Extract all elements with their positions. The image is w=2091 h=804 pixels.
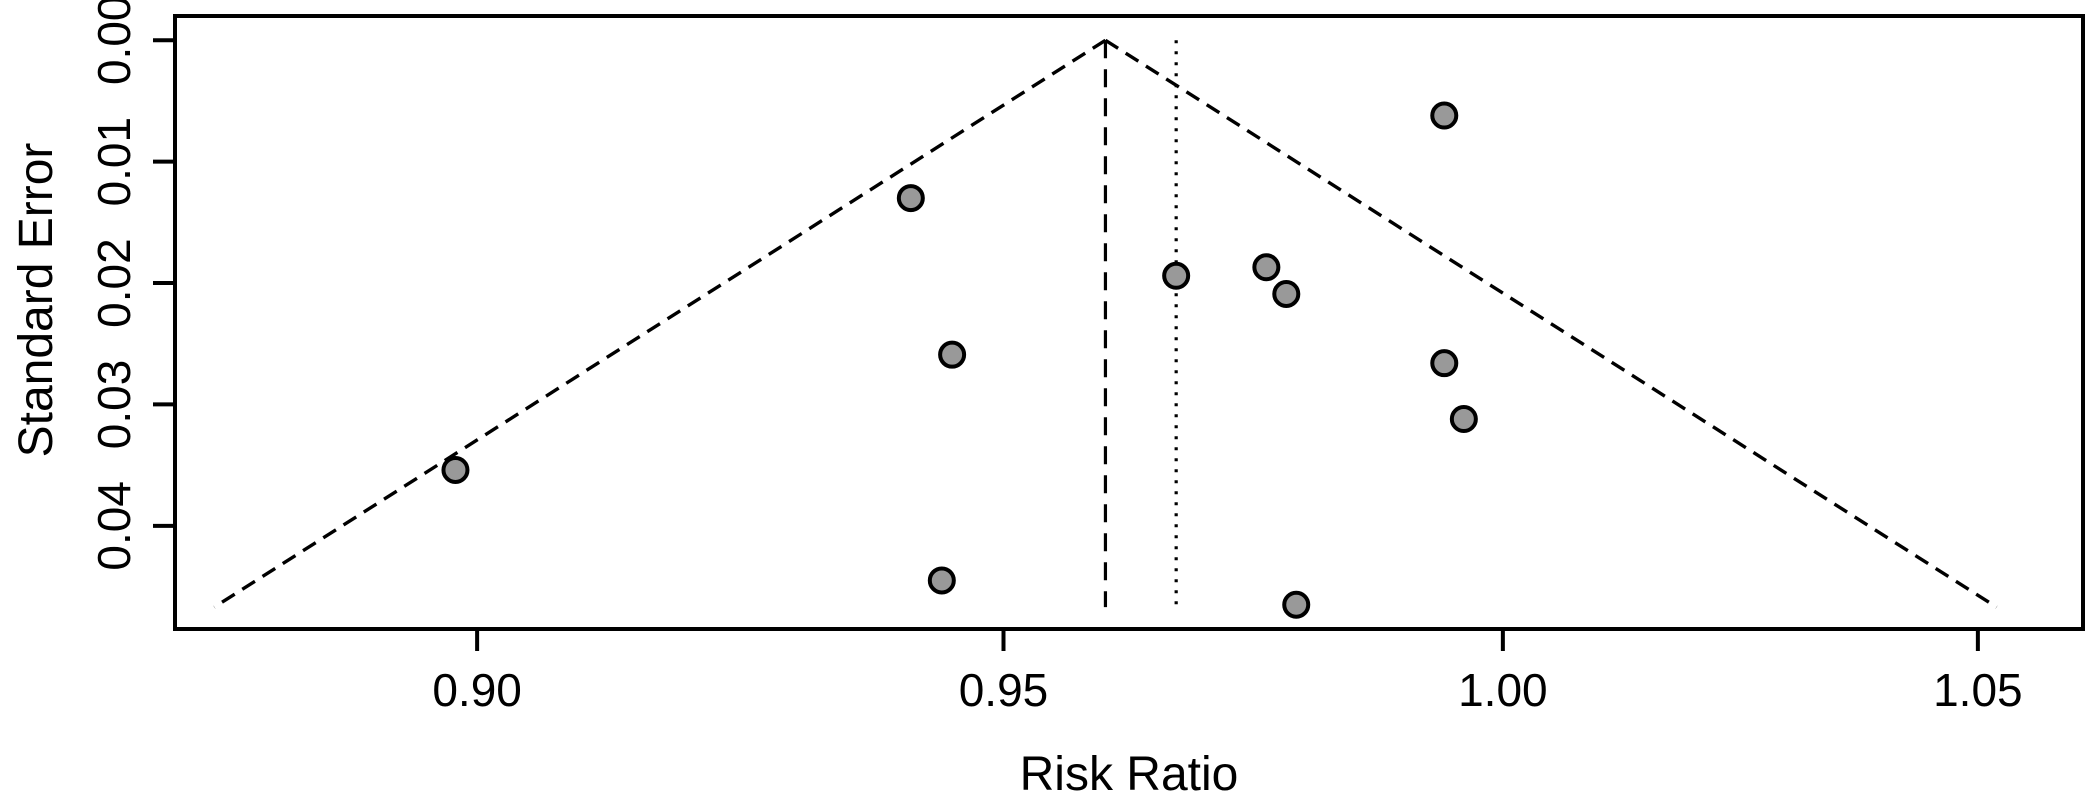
data-point [1430,101,1459,130]
y-tick-label: 0.03 [88,360,140,450]
data-point [938,340,967,369]
plot-border [173,14,2085,631]
data-point [1252,253,1281,282]
x-tick-label: 0.95 [959,664,1049,716]
chart-layer: 0.90 0.95 1.00 1.05 0.00 0.01 0.02 0.03 0.04 [88,0,2023,716]
x-axis-title: Risk Ratio [1020,748,1239,801]
y-tick-label: 0.00 [88,0,140,85]
data-point [1272,279,1301,308]
data-point [1430,349,1459,378]
data-point [896,184,925,213]
data-point [1162,261,1191,290]
y-tick-label: 0.04 [88,481,140,571]
data-point [927,566,956,595]
x-tick-label: 0.90 [432,664,522,716]
y-tick-label: 0.02 [88,238,140,328]
data-point [1449,405,1478,434]
y-tick-label: 0.01 [88,117,140,207]
y-axis-title: Standard Error [10,143,63,458]
funnel-right-boundary-line [1104,38,1998,609]
data-point [441,455,470,484]
data-point [1282,590,1311,619]
x-tick-label: 1.05 [1933,664,2023,716]
funnel-left-boundary-line [213,38,1107,609]
x-tick-label: 1.00 [1458,664,1548,716]
